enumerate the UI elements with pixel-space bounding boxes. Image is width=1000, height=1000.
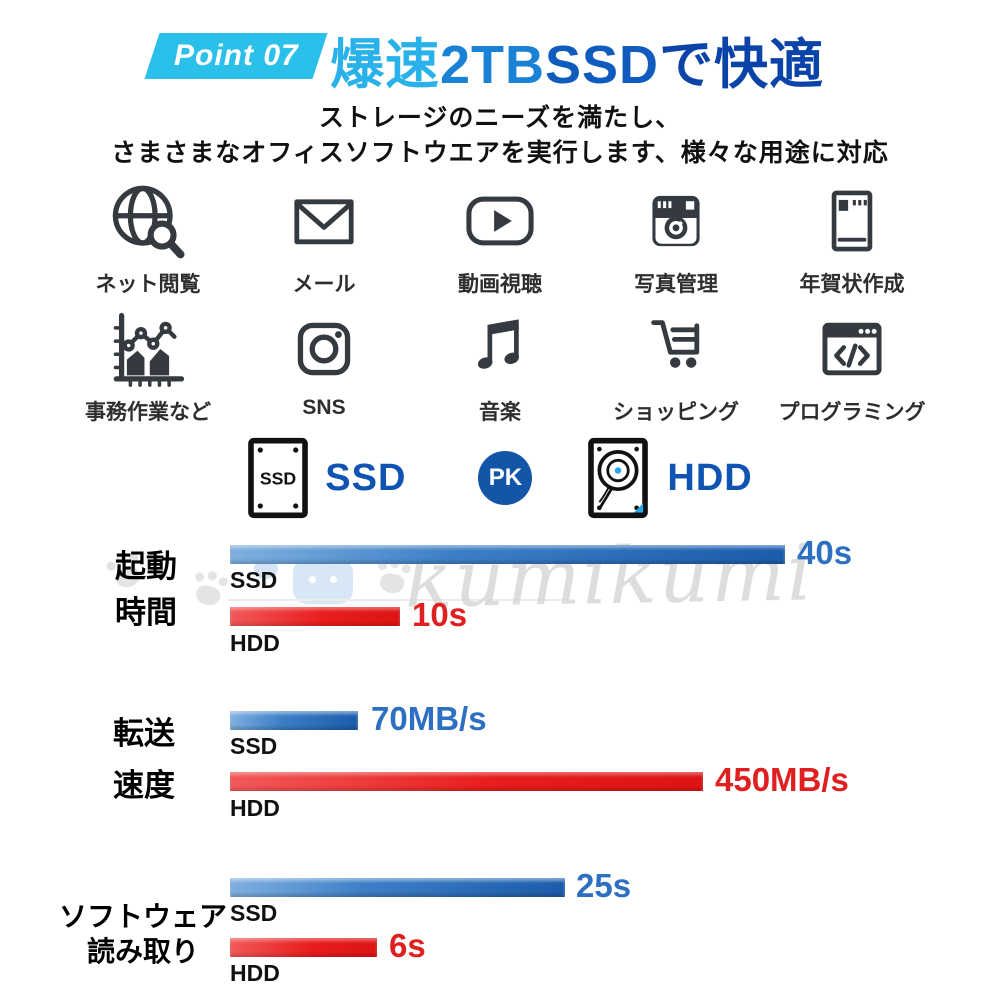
use-case-shopping: ショッピング: [588, 306, 764, 426]
title-part-1: 爆速: [330, 35, 440, 95]
title-part-2: 2TB: [440, 35, 546, 95]
group-title-boot-line2: 時間: [115, 595, 177, 630]
use-case-photo: 写真管理: [588, 178, 764, 298]
use-case-label: SNS: [302, 396, 346, 419]
transfer-ssd-value: 70MB/s: [371, 700, 487, 737]
transfer-ssd-bar: [230, 711, 358, 730]
use-case-office: 事務作業など: [60, 306, 236, 426]
paw-print-decoration: [194, 583, 222, 608]
ssd-drive-icon: SSD: [248, 437, 309, 519]
group-title-boot-line1: 起動: [115, 549, 177, 584]
use-case-label: 動画視聴: [458, 273, 542, 296]
hdd-drive-icon: [588, 437, 649, 519]
camera-icon: [638, 178, 714, 264]
software-hdd-name: HDD: [230, 960, 280, 986]
code-window-icon: [811, 306, 893, 392]
use-case-sns: SNS: [236, 306, 412, 426]
cat-eyes: [309, 576, 316, 583]
hdd-label: HDD: [667, 456, 753, 499]
boot-time-hdd-bar: [230, 607, 400, 626]
transfer-hdd-bar: [230, 772, 703, 791]
watermark-underline: [228, 599, 563, 601]
pk-badge: PK: [478, 451, 533, 505]
subtitle-line-1: ストレージのニーズを満たし、: [318, 104, 682, 132]
group-title-transfer-line2: 速度: [113, 768, 175, 803]
boot-time-hdd-value: 10s: [412, 596, 468, 633]
software-hdd-bar: [230, 938, 377, 957]
ssd-label: SSD: [325, 456, 407, 499]
use-case-label: ネット閲覧: [95, 273, 201, 296]
boot-time-ssd-value: 40s: [797, 534, 853, 571]
use-case-programming: プログラミング: [764, 306, 940, 426]
use-case-row-2: 事務作業など SNS 音楽: [60, 306, 940, 426]
boot-time-ssd-bar: [230, 545, 785, 564]
use-case-label: 音楽: [479, 401, 521, 424]
title-part-4: で快適: [659, 35, 825, 95]
office-chart-icon: [104, 306, 192, 392]
paw-print-decoration: [378, 572, 406, 595]
software-ssd-value: 25s: [576, 867, 632, 904]
use-case-label: 写真管理: [634, 273, 718, 296]
use-case-mail: メール: [236, 178, 412, 298]
use-case-row-1: ネット閲覧 メール 動画視聴: [60, 178, 940, 298]
subtitle-line-2: さまさまなオフィスソフトウエアを実行します、様々な用途に対応: [111, 139, 889, 167]
use-case-label: ショッピング: [613, 401, 739, 424]
group-title-software-line2: 読み取り: [86, 936, 199, 967]
use-case-label: メール: [292, 273, 356, 296]
transfer-hdd-name: HDD: [230, 795, 280, 821]
group-title-transfer-line1: 転送: [113, 716, 175, 751]
shopping-cart-icon: [636, 306, 716, 392]
transfer-ssd-name: SSD: [230, 733, 278, 759]
cat-face-decoration: [293, 551, 353, 604]
envelope-icon: [284, 178, 364, 264]
globe-search-icon: [104, 178, 192, 264]
youtube-play-icon: [458, 178, 542, 264]
use-case-net: ネット閲覧: [60, 178, 236, 298]
music-notes-icon: [461, 306, 539, 392]
use-case-music: 音楽: [412, 306, 588, 426]
point-badge-label: Point 07: [173, 39, 299, 72]
software-ssd-name: SSD: [230, 900, 278, 926]
transfer-hdd-value: 450MB/s: [715, 761, 849, 798]
use-case-label: 事務作業など: [85, 401, 211, 424]
page-title: 爆速2TBSSDで快適: [330, 20, 824, 99]
group-title-software-line1: ソフトウェア: [58, 901, 227, 932]
use-case-video: 動画視聴: [412, 178, 588, 298]
software-hdd-value: 6s: [389, 927, 426, 964]
boot-time-ssd-name: SSD: [230, 567, 278, 593]
svg-text:SSD: SSD: [260, 469, 297, 489]
postcard-icon: [813, 178, 891, 264]
boot-time-hdd-name: HDD: [230, 630, 280, 656]
instagram-icon: [286, 306, 362, 392]
pk-badge-label: PK: [488, 464, 523, 491]
title-part-3: SSD: [545, 35, 660, 95]
use-case-label: プログラミング: [778, 401, 926, 424]
use-case-newyear-card: 年賀状作成: [764, 178, 940, 298]
use-case-label: 年賀状作成: [799, 273, 905, 296]
software-ssd-bar: [230, 878, 565, 897]
ssd-vs-hdd-row: SSD SSD PK HDD: [0, 433, 1000, 523]
point-badge: Point 07: [144, 33, 328, 79]
